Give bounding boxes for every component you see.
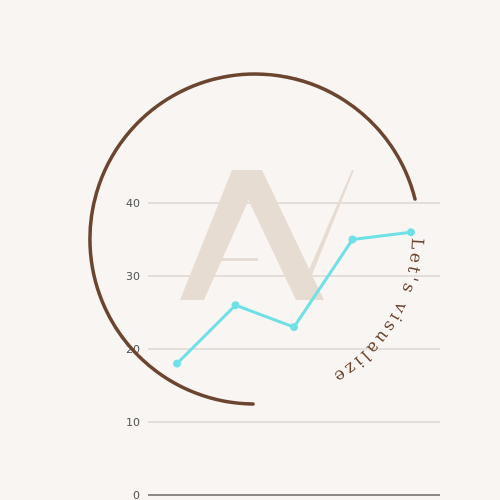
- data-point: [231, 301, 240, 310]
- y-tick-label: 40: [126, 197, 140, 210]
- monogram-a-crossbar: [200, 258, 258, 261]
- monogram-a-thick-stroke: [234, 170, 324, 300]
- y-tick-label: 0: [133, 489, 140, 500]
- y-tick-label: 30: [126, 270, 140, 283]
- logo-ring-arc: [88, 72, 417, 406]
- data-point: [407, 228, 415, 237]
- tagline-text: Let's visualize: [328, 238, 427, 389]
- y-tick-label: 10: [126, 416, 140, 429]
- tagline: Let's visualize: [328, 238, 424, 389]
- data-point: [173, 359, 181, 368]
- series-line: [173, 228, 415, 368]
- monogram-a-stroke: [180, 170, 262, 300]
- data-point: [348, 235, 357, 244]
- data-point: [290, 323, 298, 332]
- monogram-v-stroke: [296, 170, 354, 300]
- monogram-av-logo: [180, 170, 354, 300]
